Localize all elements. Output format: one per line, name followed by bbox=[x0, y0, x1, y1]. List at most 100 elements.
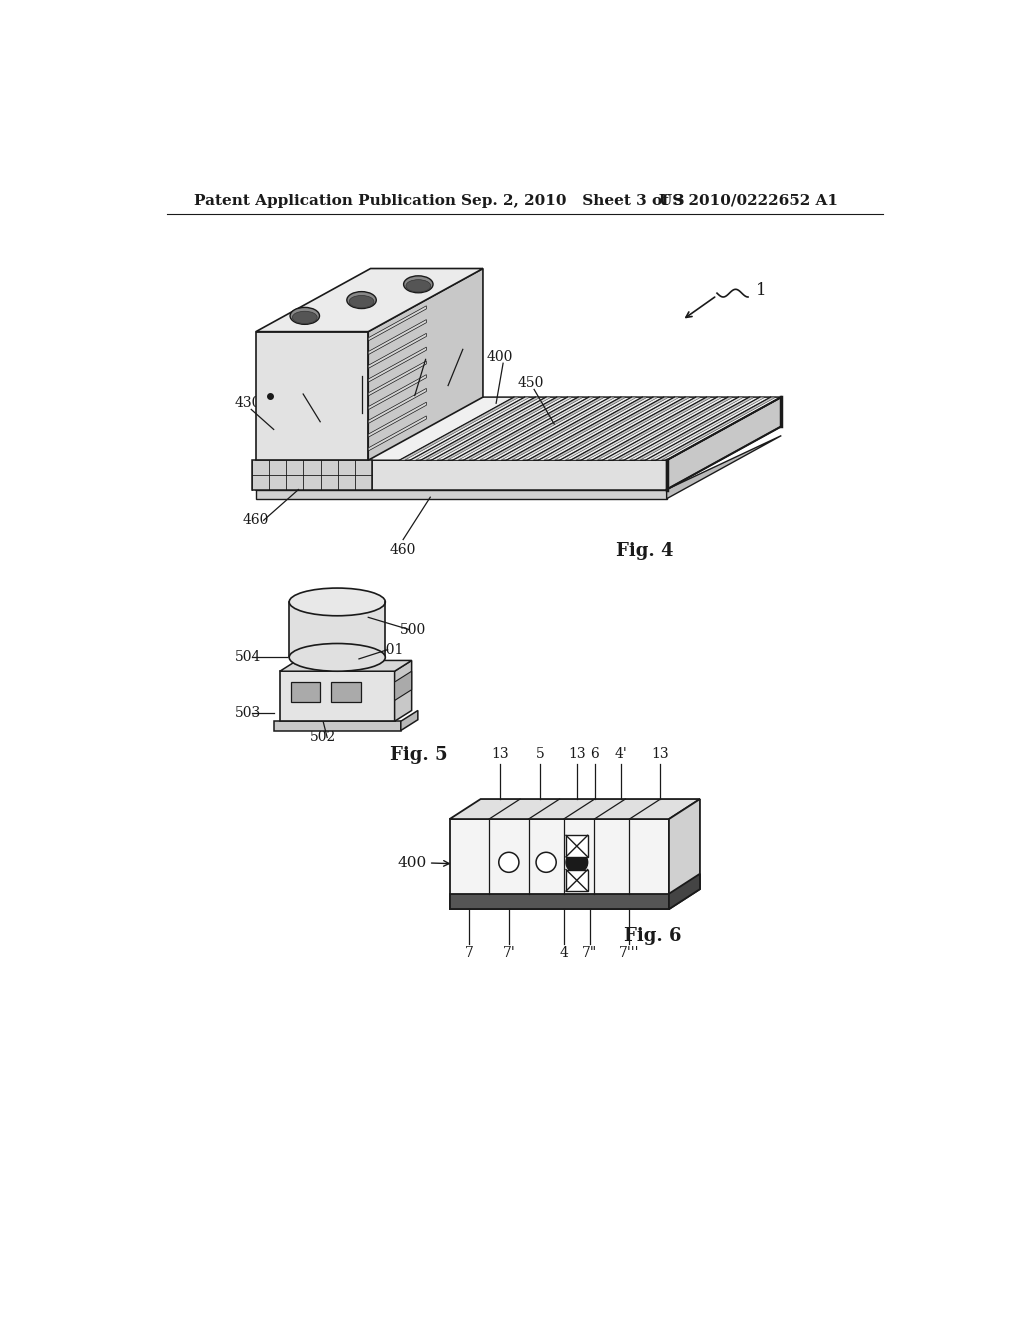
Text: 504: 504 bbox=[234, 651, 261, 664]
Polygon shape bbox=[496, 397, 615, 461]
Polygon shape bbox=[570, 397, 690, 461]
Polygon shape bbox=[624, 397, 743, 461]
Polygon shape bbox=[256, 268, 483, 331]
Polygon shape bbox=[669, 799, 700, 909]
Polygon shape bbox=[442, 397, 562, 461]
Polygon shape bbox=[592, 397, 712, 461]
Polygon shape bbox=[450, 894, 669, 909]
Circle shape bbox=[536, 853, 556, 873]
Text: Fig. 5: Fig. 5 bbox=[390, 746, 447, 764]
Polygon shape bbox=[421, 397, 541, 461]
Text: 7: 7 bbox=[456, 337, 464, 350]
Polygon shape bbox=[517, 397, 637, 461]
Circle shape bbox=[566, 851, 588, 873]
Polygon shape bbox=[667, 436, 781, 499]
Polygon shape bbox=[252, 461, 372, 490]
Ellipse shape bbox=[293, 312, 317, 323]
Polygon shape bbox=[291, 682, 321, 702]
Text: 450: 450 bbox=[518, 376, 544, 391]
Polygon shape bbox=[566, 870, 588, 891]
Ellipse shape bbox=[349, 296, 374, 308]
Polygon shape bbox=[667, 397, 781, 490]
Polygon shape bbox=[256, 490, 667, 499]
Text: 430: 430 bbox=[234, 396, 261, 411]
Polygon shape bbox=[645, 397, 765, 461]
Polygon shape bbox=[369, 388, 426, 424]
Polygon shape bbox=[581, 397, 701, 461]
Polygon shape bbox=[464, 397, 584, 461]
Text: 400: 400 bbox=[397, 855, 426, 870]
Polygon shape bbox=[506, 397, 627, 461]
Text: Fig. 4: Fig. 4 bbox=[616, 543, 674, 560]
Text: US 2010/0222652 A1: US 2010/0222652 A1 bbox=[658, 194, 838, 207]
Polygon shape bbox=[450, 818, 669, 909]
Polygon shape bbox=[369, 319, 426, 355]
Text: 7': 7' bbox=[503, 946, 515, 960]
Text: 4': 4' bbox=[614, 747, 628, 762]
Polygon shape bbox=[289, 602, 385, 657]
Text: 500: 500 bbox=[400, 623, 426, 636]
Polygon shape bbox=[613, 397, 733, 461]
Text: Fig. 6: Fig. 6 bbox=[624, 927, 682, 945]
Text: 502: 502 bbox=[310, 730, 337, 744]
Polygon shape bbox=[431, 397, 551, 461]
Text: 420: 420 bbox=[287, 381, 313, 395]
Polygon shape bbox=[369, 375, 426, 409]
Ellipse shape bbox=[406, 280, 431, 292]
Polygon shape bbox=[410, 397, 530, 461]
Ellipse shape bbox=[347, 292, 376, 309]
Ellipse shape bbox=[289, 644, 385, 671]
Text: 5: 5 bbox=[536, 747, 544, 762]
Polygon shape bbox=[256, 461, 667, 490]
Polygon shape bbox=[539, 397, 658, 461]
Text: Patent Application Publication: Patent Application Publication bbox=[194, 194, 456, 207]
Polygon shape bbox=[400, 710, 418, 730]
Text: 7: 7 bbox=[465, 946, 474, 960]
Text: 1: 1 bbox=[756, 282, 766, 300]
Polygon shape bbox=[394, 660, 412, 721]
Polygon shape bbox=[453, 397, 572, 461]
Text: 13: 13 bbox=[651, 747, 670, 762]
Polygon shape bbox=[450, 799, 700, 818]
Circle shape bbox=[499, 853, 519, 873]
Polygon shape bbox=[549, 397, 669, 461]
Ellipse shape bbox=[290, 308, 319, 325]
Polygon shape bbox=[280, 660, 412, 671]
Polygon shape bbox=[602, 397, 723, 461]
Polygon shape bbox=[474, 397, 594, 461]
Polygon shape bbox=[399, 397, 519, 461]
Polygon shape bbox=[560, 397, 680, 461]
Text: 410: 410 bbox=[410, 346, 436, 360]
Polygon shape bbox=[566, 836, 588, 857]
Polygon shape bbox=[656, 397, 776, 461]
Text: 13: 13 bbox=[492, 747, 509, 762]
Polygon shape bbox=[484, 397, 605, 461]
Polygon shape bbox=[280, 671, 394, 721]
Polygon shape bbox=[331, 682, 360, 702]
Polygon shape bbox=[369, 306, 426, 341]
Polygon shape bbox=[527, 397, 647, 461]
Text: 4: 4 bbox=[559, 946, 568, 960]
Text: 440: 440 bbox=[346, 363, 372, 378]
Polygon shape bbox=[369, 334, 426, 368]
Text: 501: 501 bbox=[378, 643, 404, 656]
Polygon shape bbox=[369, 360, 426, 396]
Text: 460: 460 bbox=[390, 543, 417, 557]
Polygon shape bbox=[369, 416, 426, 451]
Polygon shape bbox=[369, 347, 426, 383]
Text: 7''': 7''' bbox=[620, 946, 640, 960]
Polygon shape bbox=[669, 874, 700, 909]
Text: 503: 503 bbox=[234, 706, 261, 719]
Text: 460: 460 bbox=[243, 513, 269, 527]
Text: 7": 7" bbox=[583, 946, 598, 960]
Text: 400: 400 bbox=[486, 350, 513, 364]
Polygon shape bbox=[273, 721, 400, 730]
Polygon shape bbox=[369, 268, 483, 461]
Ellipse shape bbox=[289, 589, 385, 615]
Polygon shape bbox=[369, 403, 426, 437]
Polygon shape bbox=[256, 397, 781, 461]
Text: Sep. 2, 2010   Sheet 3 of 3: Sep. 2, 2010 Sheet 3 of 3 bbox=[461, 194, 685, 207]
Text: 6: 6 bbox=[590, 747, 599, 762]
Ellipse shape bbox=[403, 276, 433, 293]
Text: 13: 13 bbox=[568, 747, 586, 762]
